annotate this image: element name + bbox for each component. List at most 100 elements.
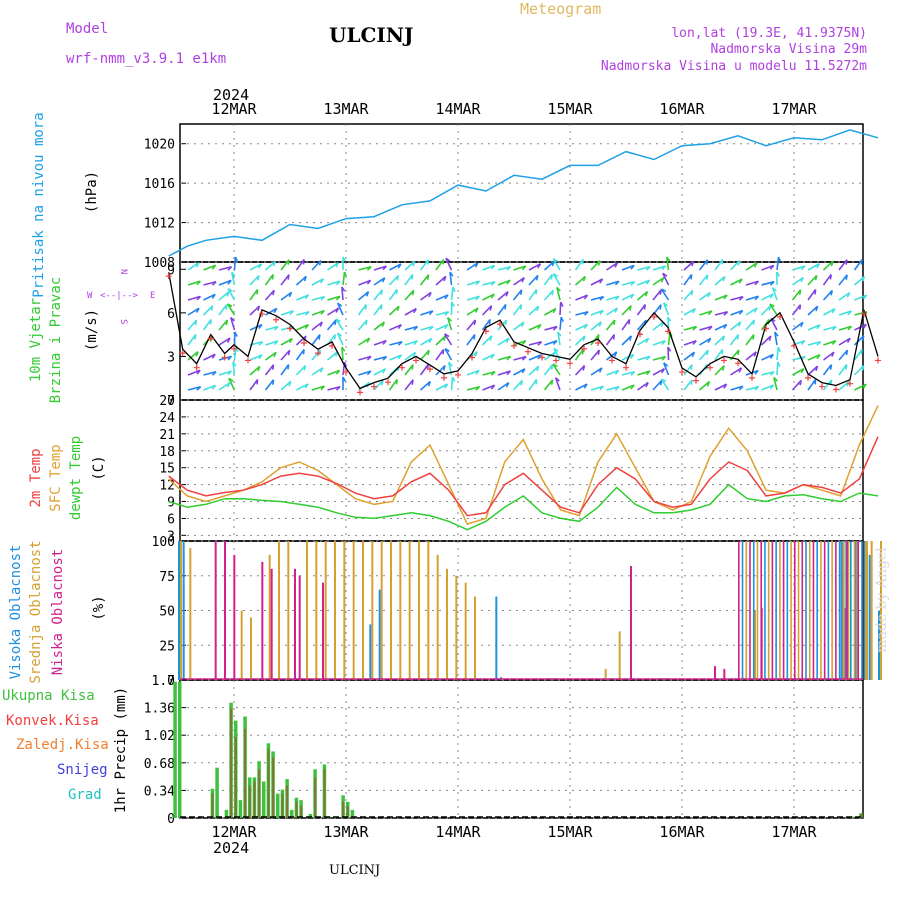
wind-arrow xyxy=(807,354,821,361)
wind-arrow-head xyxy=(861,335,865,341)
wind-arrow xyxy=(388,378,398,391)
wind-arrow-head xyxy=(752,319,756,326)
wind-arrow xyxy=(807,341,821,346)
wind-arrow-head xyxy=(692,308,697,314)
wind-arrow xyxy=(187,261,200,271)
wind-arrow-head xyxy=(814,275,818,281)
wind-arrow-head xyxy=(831,326,837,331)
wind-arrow-head xyxy=(663,362,669,367)
wind-arrow-head xyxy=(448,361,453,367)
cloud-bar xyxy=(842,541,845,680)
cloud-bar xyxy=(752,541,755,680)
wind-arrow-head xyxy=(273,308,278,314)
wind-arrow-head xyxy=(342,256,347,262)
wind-arrow-head xyxy=(738,309,744,315)
temp-tick-label: 24 xyxy=(159,411,175,426)
wind-gust-marker xyxy=(525,348,531,355)
wind-arrow xyxy=(652,379,663,391)
wind-arrow xyxy=(823,351,835,361)
wind-gust-marker xyxy=(273,316,279,323)
wind-arrow-head xyxy=(397,263,402,269)
cloud-bar xyxy=(786,541,789,680)
wind-gust-marker xyxy=(707,364,713,371)
wind-arrow xyxy=(435,323,449,331)
wind-arrow xyxy=(358,265,372,271)
wind-arrow xyxy=(838,259,848,271)
wind-arrow-head xyxy=(612,334,616,340)
cloud-bar xyxy=(749,541,751,680)
wind-arrow-head xyxy=(304,383,309,389)
wind-arrow xyxy=(590,295,604,301)
wind-arrow-head xyxy=(320,385,325,391)
wind-arrow-head xyxy=(366,370,372,376)
wind-arrow xyxy=(606,295,620,301)
wind-arrow-head xyxy=(643,304,646,310)
wind-arrow-head xyxy=(774,331,779,337)
wind-arrow-head xyxy=(772,287,777,292)
meteogram-title: Meteogram xyxy=(520,0,601,18)
wind-arrow-head xyxy=(444,333,450,338)
temp-tick-label: 9 xyxy=(167,496,175,511)
cloud-bar xyxy=(224,541,226,680)
wind-arrow xyxy=(435,294,449,301)
cloud-bar xyxy=(827,541,830,680)
wind-ticks: 0 3 6 9 xyxy=(167,263,186,409)
precip-total-bar xyxy=(238,800,243,818)
wind-arrow-head xyxy=(194,334,197,340)
wind-arrow xyxy=(404,379,414,391)
precip-legend-item: Zaledj.Kisa xyxy=(16,737,109,753)
cloud-bar xyxy=(418,541,420,680)
wind-arrow xyxy=(264,364,275,376)
wind-arrow xyxy=(574,335,586,346)
wind-arrow-head xyxy=(690,379,693,385)
wind-arrow xyxy=(388,274,399,286)
wind-arrow xyxy=(265,340,279,346)
wind-arrow xyxy=(838,310,852,316)
wind-arrow-head xyxy=(614,295,620,301)
wind-arrow xyxy=(187,351,199,361)
wind-arrow-head xyxy=(862,294,868,300)
wind-arrow xyxy=(497,355,511,361)
wind-arrow xyxy=(341,346,344,361)
wind-arrow xyxy=(513,368,526,376)
precip-conv-bar xyxy=(272,757,275,818)
dewpt-temp-line xyxy=(168,483,879,531)
wind-arrow-head xyxy=(196,369,201,375)
wind-arrow-head xyxy=(320,296,326,301)
precip-legend-item: Grad xyxy=(68,787,102,803)
wind-arrow xyxy=(662,302,670,316)
wind-arrow xyxy=(590,367,603,376)
wind-arrow xyxy=(730,309,743,316)
wind-arrow-head xyxy=(228,377,234,382)
wind-arrow-head xyxy=(659,289,662,295)
wind-gust-marker xyxy=(329,342,335,349)
wind-gust-marker xyxy=(179,350,186,357)
temp-tick-label: 12 xyxy=(159,479,175,494)
cloud-bar xyxy=(278,541,280,680)
wind-arrow xyxy=(853,348,863,361)
wind-arrow-head xyxy=(195,307,200,313)
wind-arrow-head xyxy=(232,361,237,367)
wind-arrow xyxy=(761,384,774,391)
wind-arrow xyxy=(637,370,651,376)
wind-gust-marker xyxy=(427,366,433,373)
wind-arrow xyxy=(823,339,837,346)
wind-arrow-head xyxy=(536,305,540,312)
wind-gust-marker xyxy=(207,335,214,342)
wind-arrow xyxy=(228,377,236,391)
cloud-bar xyxy=(240,610,243,680)
wind-arrow xyxy=(404,307,417,316)
wind-arrow xyxy=(771,287,778,301)
wind-arrow-head xyxy=(773,376,778,382)
cloud-bar xyxy=(764,541,766,680)
wind-arrow xyxy=(606,280,620,286)
wind-arrow xyxy=(450,286,454,301)
wind-arrow xyxy=(450,376,454,391)
wind-arrow xyxy=(792,265,806,271)
cloud-tick-label: 75 xyxy=(159,570,175,585)
wind-arrow xyxy=(745,319,755,331)
wind-arrow xyxy=(466,295,480,301)
wind-arrow xyxy=(280,349,291,361)
wind-arrow xyxy=(232,361,236,376)
